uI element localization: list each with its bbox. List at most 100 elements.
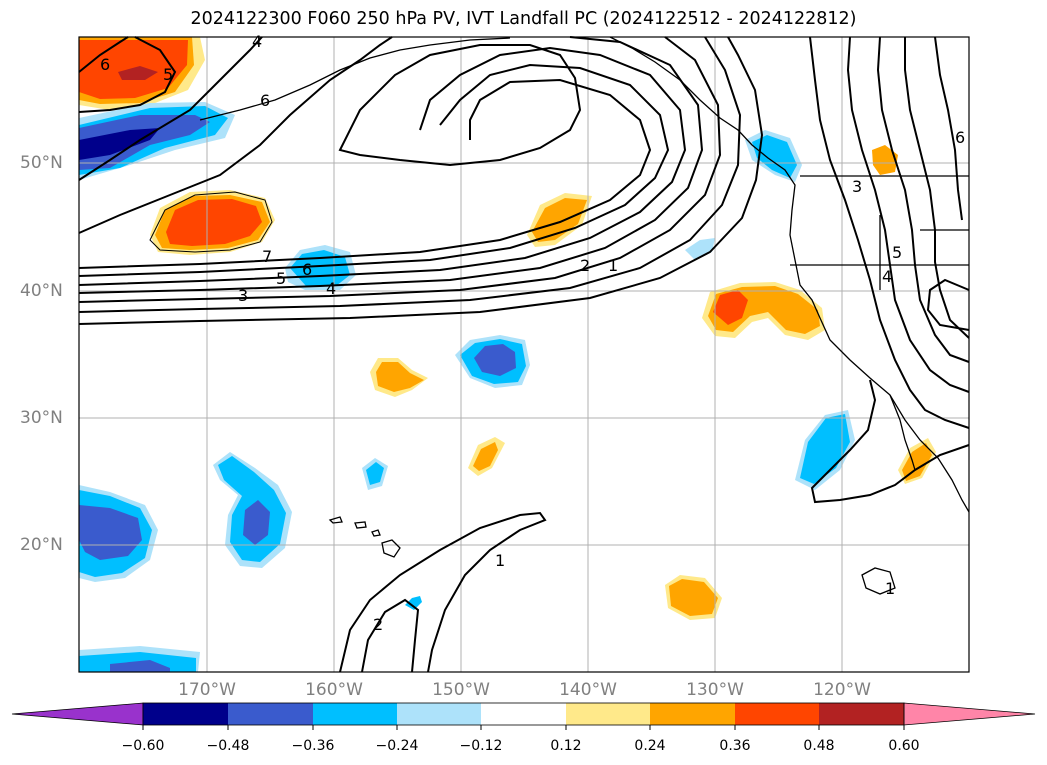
lon-label: 140°W (559, 680, 617, 700)
contour-line (78, 36, 393, 234)
contour-label: 6 (100, 55, 110, 74)
colorbar-segment (228, 703, 313, 725)
colorbar-segment (566, 703, 650, 725)
graticule (79, 37, 969, 672)
contour-label: 6 (302, 260, 312, 279)
contour-line (78, 78, 652, 269)
lon-label: 170°W (178, 680, 236, 700)
contour-label: 6 (260, 91, 270, 110)
fill-medblue (474, 344, 516, 376)
contour-line (78, 36, 742, 313)
colorbar-tick-label: 0.12 (550, 738, 582, 754)
colorbar-segment (313, 703, 397, 725)
contour-label: 1 (495, 551, 505, 570)
contour-line (810, 379, 970, 504)
lon-label: 150°W (432, 680, 490, 700)
contour-label: 4 (326, 279, 336, 298)
contour-line (338, 44, 582, 167)
contours (78, 36, 970, 673)
contour-line (78, 36, 722, 303)
contour-label: 5 (276, 269, 286, 288)
contour-label: 3 (238, 286, 248, 305)
contour-label: 6 (955, 128, 965, 147)
contour-line (846, 36, 970, 393)
colorbar-frame (142, 702, 905, 726)
fill-orange (532, 198, 587, 242)
contour-label: 3 (852, 177, 862, 196)
colorbar-tick-label: −0.36 (291, 738, 335, 754)
colorbar-tick-label: −0.24 (375, 738, 419, 754)
fill-medblue (110, 660, 170, 672)
contour-line (149, 191, 273, 253)
colorbar-segment (735, 703, 819, 725)
contour-line (78, 46, 687, 286)
colorbar-segment (650, 703, 735, 725)
contour-line (934, 36, 963, 221)
fill-orange (872, 145, 898, 175)
fill-orange (376, 362, 424, 392)
fill-blue (800, 414, 850, 484)
contour-line (809, 36, 970, 429)
lon-label: 120°W (813, 680, 871, 700)
island-hawaii-3 (371, 529, 381, 537)
coastline-north-america (609, 36, 970, 513)
colorbar (11, 702, 1036, 730)
fill-orange (473, 442, 498, 471)
fill-red (713, 290, 748, 325)
colorbar-segment (481, 703, 566, 725)
fill-medblue (79, 115, 210, 170)
contour-label: 2 (580, 256, 590, 275)
fill-blue (405, 596, 422, 610)
contour-line (876, 36, 970, 363)
contour-label: 4 (882, 267, 892, 286)
colorbar-tick-label: −0.48 (206, 738, 250, 754)
fill-orange (902, 443, 932, 481)
colorbar-tick-label: −0.12 (459, 738, 503, 754)
colorbar-segment (819, 703, 904, 725)
fill-lightblue (685, 238, 715, 260)
contour-line (339, 511, 547, 673)
lat-label: 40°N (20, 281, 63, 301)
colorbar-tick-label: −0.60 (121, 738, 165, 754)
map-title: 2024122300 F060 250 hPa PV, IVT Landfall… (190, 9, 857, 29)
contour-label: 5 (163, 65, 173, 84)
lon-label: 160°W (305, 680, 363, 700)
contour-label: 1 (885, 579, 895, 598)
colorbar-tick-label: 0.36 (719, 738, 751, 754)
coastline-alaska (199, 37, 511, 121)
contour-line (904, 37, 970, 339)
colorbar-lower-extend (11, 702, 144, 726)
contour-line (78, 36, 764, 325)
fill-darkred (118, 66, 158, 80)
fill-navy (79, 128, 160, 160)
fill-medblue (79, 505, 142, 560)
map-frame (78, 36, 970, 673)
colorbar-upper-extend (903, 702, 1036, 726)
contour-line (926, 278, 970, 331)
island-socorro (861, 567, 896, 595)
contour-line (78, 36, 129, 73)
fill-blue (366, 462, 384, 485)
lon-label: 130°W (686, 680, 744, 700)
island-hawaii-2 (354, 521, 367, 529)
colorbar-tick-label: 0.48 (803, 738, 835, 754)
colorbar-ticks (142, 725, 905, 730)
island-hawaii-1 (328, 516, 343, 524)
fill-medblue (243, 500, 270, 545)
contour-label: 5 (892, 243, 902, 262)
colorbar-segment (143, 703, 228, 725)
colorbar-segment (397, 703, 481, 725)
contour-line (78, 36, 704, 294)
contour-line (78, 63, 670, 277)
colorbar-tick-label: 0.24 (634, 738, 666, 754)
lat-label: 30°N (20, 408, 63, 428)
contour-label: 4 (252, 32, 262, 51)
contour-label: 1 (608, 256, 618, 275)
colorbar-tick-label: 0.60 (888, 738, 920, 754)
fill-blue (752, 135, 797, 178)
contour-line (78, 36, 177, 113)
fill-orange (669, 579, 718, 616)
coastline-baja (889, 394, 916, 471)
lat-label: 50°N (20, 153, 63, 173)
